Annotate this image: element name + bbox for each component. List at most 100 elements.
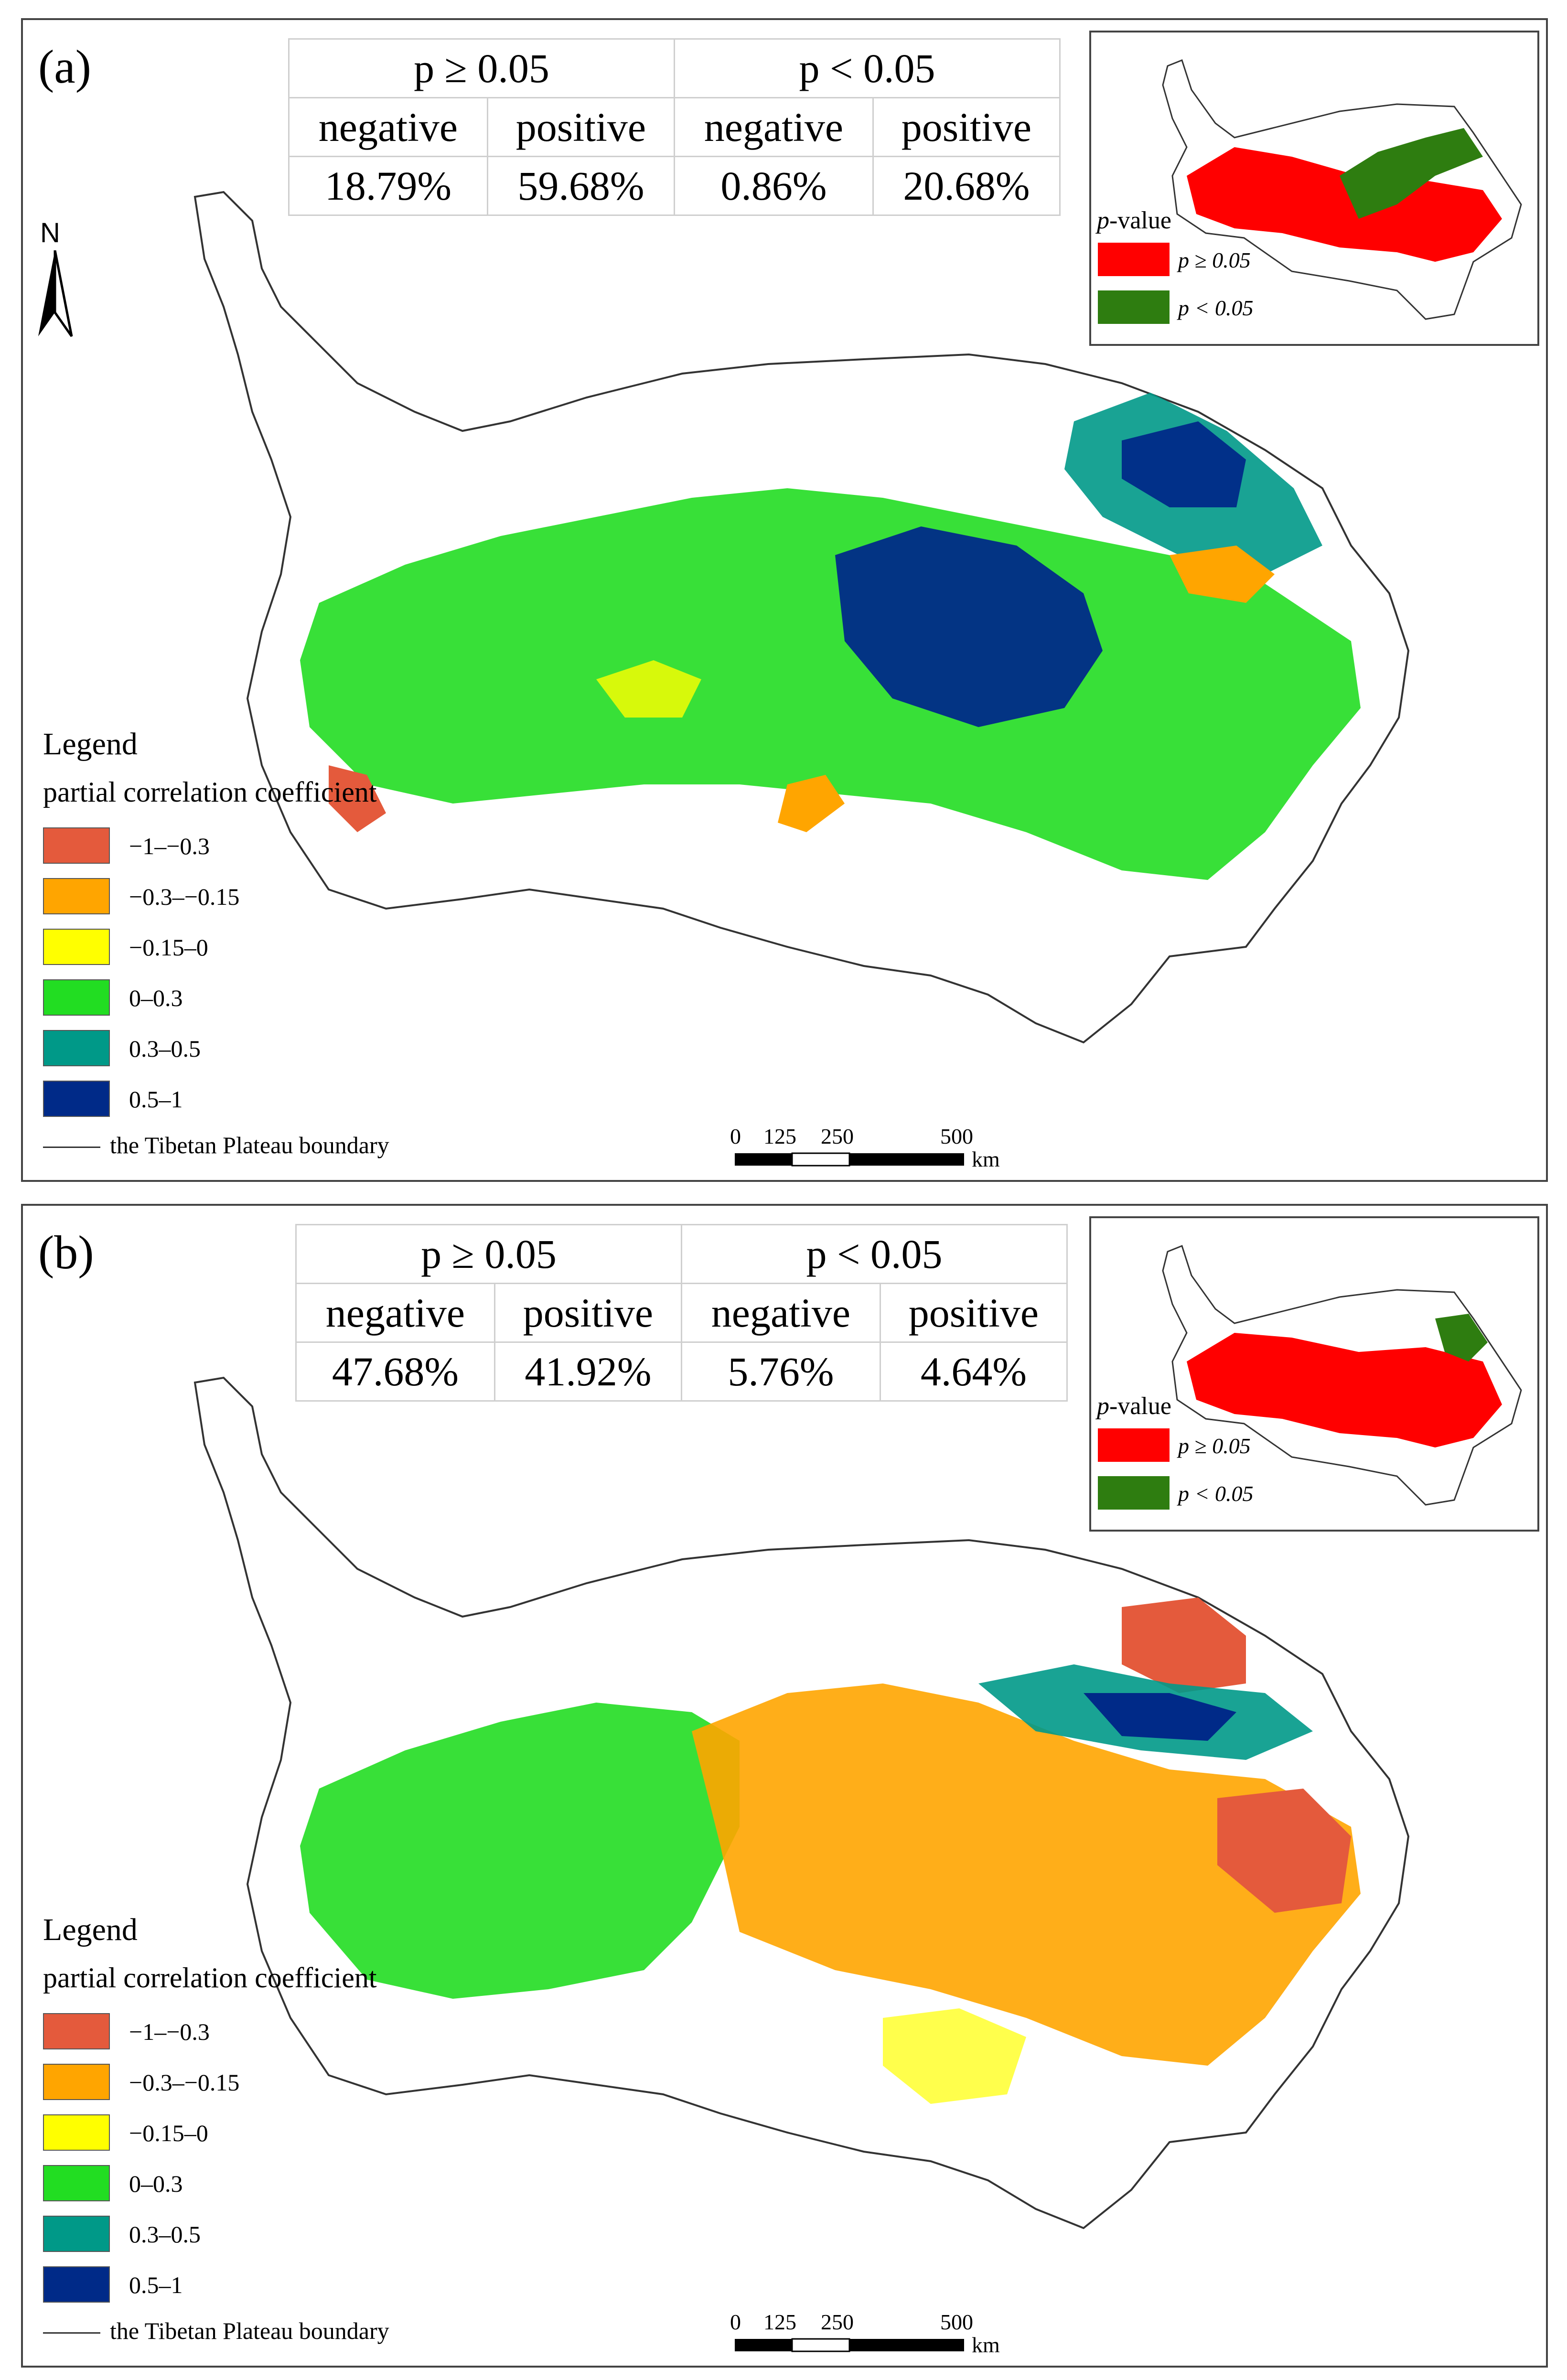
legend-label: −1–−0.3 [129,833,210,859]
panel-b: (b) p ≥ 0.05 p < 0.05 negative positive … [21,1204,1548,2368]
legend-swatch-class-4 [43,979,110,1016]
class-green-region [300,1703,740,1999]
stats-value: 18.79% [288,156,488,216]
svg-text:125: 125 [763,1124,796,1148]
svg-text:0: 0 [730,2310,741,2334]
legend-label: −0.3–−0.15 [129,883,240,910]
stats-group-header: p ≥ 0.05 [295,1224,682,1284]
legend-swatch-class-1 [43,827,110,864]
inset-region-low [1340,128,1483,219]
main-map [193,1376,1410,2230]
legend-label: −1–−0.3 [129,2018,210,2045]
inset-swatch-high [1098,1428,1170,1462]
svg-text:500: 500 [940,2310,973,2334]
stats-col-label: negative [681,1283,881,1343]
legend-swatch-class-3 [43,2114,110,2151]
legend-label: 0–0.3 [129,2170,183,2197]
legend-boundary-label: the Tibetan Plateau boundary [110,2317,389,2344]
north-label: N [40,217,60,248]
class-darkblue-region [1084,1693,1236,1741]
p-value-inset: p-value p ≥ 0.05 p < 0.05 [1089,31,1539,346]
legend-swatch-class-5 [43,1030,110,1066]
stats-value: 20.68% [872,156,1061,216]
stats-col-label: positive [494,1283,683,1343]
stats-col-label: positive [879,1283,1068,1343]
inset-swatch-low [1098,290,1170,324]
svg-text:km: km [972,1147,1000,1171]
legend-swatch-class-6 [43,2266,110,2303]
legend-title: Legend [43,1912,138,1947]
svg-text:km: km [972,2333,1000,2357]
svg-text:125: 125 [763,2310,796,2334]
inset-region-high [1187,1333,1502,1447]
north-arrow: N [33,217,86,341]
legend-subtitle: partial correlation coefficient [43,776,377,808]
stats-col-label: positive [486,97,676,157]
inset-title: p-value [1097,1393,1171,1420]
legend-boundary-label: the Tibetan Plateau boundary [110,1132,389,1158]
legend-label: 0.5–1 [129,2272,183,2298]
svg-text:0: 0 [730,1124,741,1148]
p-value-inset: p-value p ≥ 0.05 p < 0.05 [1089,1216,1539,1532]
panel-label: (b) [38,1226,94,1279]
class-orange-region [1170,546,1275,603]
class-red-region [1217,1789,1351,1913]
stats-value: 59.68% [486,156,676,216]
class-yellow-region [883,2008,1026,2104]
legend-label: −0.3–−0.15 [129,2069,240,2096]
class-darkblue-region [835,526,1103,727]
scale-bar: 0 125 250 500 km [730,2303,1026,2369]
legend-boundary-line [43,2332,100,2334]
inset-map [1162,1245,1522,1506]
inset-region-high [1187,147,1502,262]
main-map [193,191,1410,1044]
legend-label: 0.5–1 [129,1086,183,1113]
class-yellow-region [596,660,701,718]
stats-table: p ≥ 0.05 p < 0.05 negative positive nega… [288,38,1061,216]
inset-label-high: p ≥ 0.05 [1178,1434,1251,1458]
class-darkblue-region [1122,421,1246,507]
inset-label-low: p < 0.05 [1178,296,1254,320]
legend-swatch-class-5 [43,2216,110,2252]
scale-bar-graphic: 0 125 250 500 km [730,1124,1000,1171]
legend-swatch-class-4 [43,2165,110,2201]
legend-title: Legend [43,727,138,761]
inset-swatch-high [1098,243,1170,276]
inset-region-low [1435,1314,1488,1362]
stats-col-label: positive [872,97,1061,157]
scale-bar-graphic: 0 125 250 500 km [730,2310,1000,2357]
scale-bar: 0 125 250 500 km [730,1117,1026,1184]
legend-swatch-class-2 [43,2064,110,2100]
stats-group-header: p < 0.05 [681,1224,1068,1284]
legend-swatch-class-2 [43,878,110,914]
panel-a: (a) p ≥ 0.05 p < 0.05 negative positive … [21,18,1548,1182]
class-orange-region [778,775,845,832]
panel-label: (a) [38,40,91,93]
inset-label-high: p ≥ 0.05 [1178,248,1251,272]
legend-swatch-class-1 [43,2013,110,2049]
inset-label-low: p < 0.05 [1178,1481,1254,1506]
svg-text:250: 250 [821,1124,854,1148]
stats-value: 41.92% [494,1341,683,1402]
inset-title: p-value [1097,207,1171,234]
svg-text:250: 250 [821,2310,854,2334]
stats-group-header: p < 0.05 [674,38,1061,98]
stats-col-label: negative [674,97,874,157]
stats-col-label: negative [295,1283,495,1343]
north-arrow-icon [38,250,73,337]
stats-value: 5.76% [681,1341,881,1402]
stats-group-header: p ≥ 0.05 [288,38,675,98]
legend-boundary-line [43,1147,100,1148]
class-orange-region [692,1683,1361,2066]
legend-swatch-class-6 [43,1081,110,1117]
legend-label: 0.3–0.5 [129,2221,201,2248]
legend-subtitle: partial correlation coefficient [43,1962,377,1994]
stats-value: 47.68% [295,1341,495,1402]
stats-table: p ≥ 0.05 p < 0.05 negative positive nega… [295,1224,1068,1402]
inset-map [1162,59,1522,320]
class-green-region [300,488,1361,880]
legend-label: 0.3–0.5 [129,1035,201,1062]
stats-value: 0.86% [674,156,874,216]
legend-label: −0.15–0 [129,934,208,961]
legend-label: −0.15–0 [129,2120,208,2146]
